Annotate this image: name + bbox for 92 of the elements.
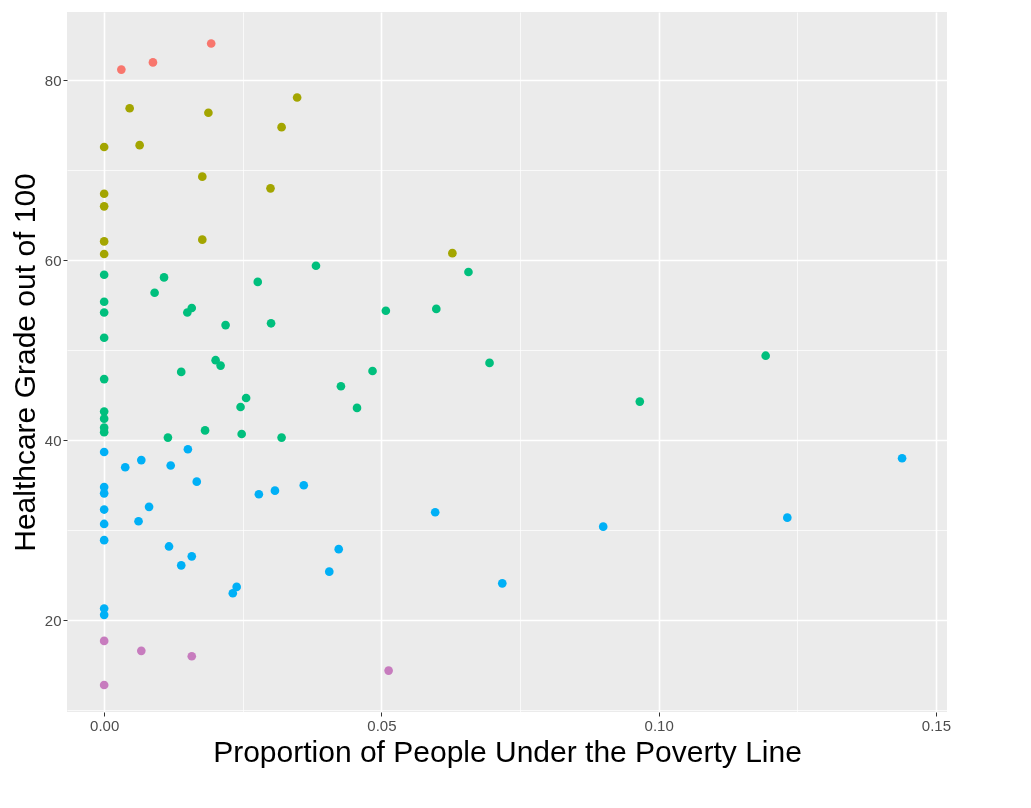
point xyxy=(150,288,159,298)
point xyxy=(99,249,109,259)
point xyxy=(200,426,210,435)
point xyxy=(163,433,173,442)
point xyxy=(266,184,275,193)
point xyxy=(253,277,263,287)
point xyxy=(159,273,169,282)
y-tick-label: 20 xyxy=(44,611,62,629)
point xyxy=(381,306,391,316)
point xyxy=(183,308,192,317)
point xyxy=(598,522,608,531)
x-tick-label: 0.10 xyxy=(644,716,674,734)
point xyxy=(430,507,440,517)
point xyxy=(336,381,346,391)
point xyxy=(99,610,109,620)
point xyxy=(99,333,109,343)
point xyxy=(120,462,130,472)
point xyxy=(299,480,309,490)
point xyxy=(192,477,202,486)
point xyxy=(635,397,645,406)
point xyxy=(232,582,242,592)
point xyxy=(206,39,216,48)
point xyxy=(99,308,109,317)
point xyxy=(324,567,334,576)
point xyxy=(136,455,146,465)
point xyxy=(99,189,109,199)
point xyxy=(368,366,377,376)
point xyxy=(352,403,362,413)
point xyxy=(221,320,230,330)
point xyxy=(99,297,109,307)
point xyxy=(254,489,264,499)
x-tick-label: 0.00 xyxy=(90,716,120,734)
point xyxy=(183,444,193,454)
point xyxy=(211,355,220,365)
point xyxy=(99,535,109,545)
point xyxy=(236,402,245,412)
point xyxy=(99,414,109,424)
point xyxy=(448,248,457,258)
point xyxy=(99,407,109,416)
point xyxy=(384,666,393,675)
point xyxy=(197,235,207,244)
y-tick-label: 80 xyxy=(44,71,62,89)
point xyxy=(237,429,246,439)
point xyxy=(292,93,302,102)
point xyxy=(148,58,158,67)
point xyxy=(136,646,146,656)
point xyxy=(176,561,186,570)
point xyxy=(99,519,109,529)
point xyxy=(99,374,109,384)
point xyxy=(431,304,441,314)
point xyxy=(277,433,286,442)
x-tick-label: 0.05 xyxy=(367,716,397,734)
point xyxy=(99,202,109,211)
point xyxy=(164,542,174,551)
point xyxy=(270,486,280,495)
point xyxy=(117,65,126,74)
point xyxy=(99,237,109,246)
point xyxy=(176,367,186,377)
point xyxy=(99,447,109,457)
point xyxy=(187,552,197,561)
point xyxy=(241,393,251,403)
point xyxy=(144,502,154,512)
point xyxy=(99,505,109,514)
point xyxy=(135,140,144,150)
point xyxy=(187,651,197,661)
point xyxy=(166,461,176,470)
point xyxy=(485,358,494,368)
x-tick-label: 0.15 xyxy=(921,716,952,734)
point xyxy=(197,172,207,181)
point xyxy=(204,108,213,118)
point xyxy=(897,453,907,463)
point xyxy=(99,680,109,690)
y-axis-title: Healthcare Grade out of 100 xyxy=(7,173,41,552)
point xyxy=(497,579,507,588)
point xyxy=(277,122,286,132)
point xyxy=(99,489,109,498)
point xyxy=(125,103,134,113)
point xyxy=(228,588,238,598)
x-axis-title: Proportion of People Under the Poverty Line xyxy=(213,734,802,768)
point xyxy=(464,267,473,277)
y-tick-label: 60 xyxy=(44,251,62,269)
y-tick-label: 40 xyxy=(44,431,62,449)
point xyxy=(266,318,276,328)
point xyxy=(99,636,109,646)
point xyxy=(134,516,143,526)
point xyxy=(311,261,321,271)
point xyxy=(782,513,792,522)
point xyxy=(99,270,109,280)
point xyxy=(334,544,344,554)
point xyxy=(761,351,771,361)
point xyxy=(99,142,109,152)
point xyxy=(216,361,225,370)
